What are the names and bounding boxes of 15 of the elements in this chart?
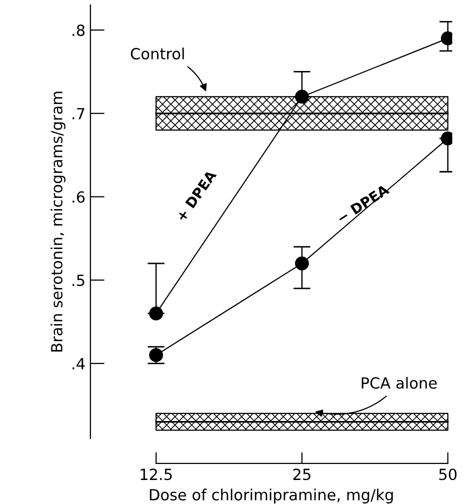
point (295, 90, 309, 104)
x-tick-label: 50 (439, 468, 457, 480)
point (295, 256, 309, 270)
band-label: Control (130, 48, 184, 60)
x-tick-label: 12.5 (140, 468, 172, 480)
y-tick-label: .5 (72, 274, 84, 286)
x-tick-label: 25 (293, 468, 310, 480)
y-axis-title: Brain serotonin, micrograms/gram (50, 92, 66, 352)
y-tick-label: .7 (72, 108, 84, 120)
y-tick-label: .4 (72, 358, 85, 370)
x-axis-title: Dose of chlorimipramine, mg/kg (150, 488, 393, 504)
band-label: PCA alone (362, 376, 437, 389)
y-tick-label: .8 (72, 24, 85, 36)
y-tick-label: .6 (72, 191, 85, 203)
point (149, 306, 164, 320)
